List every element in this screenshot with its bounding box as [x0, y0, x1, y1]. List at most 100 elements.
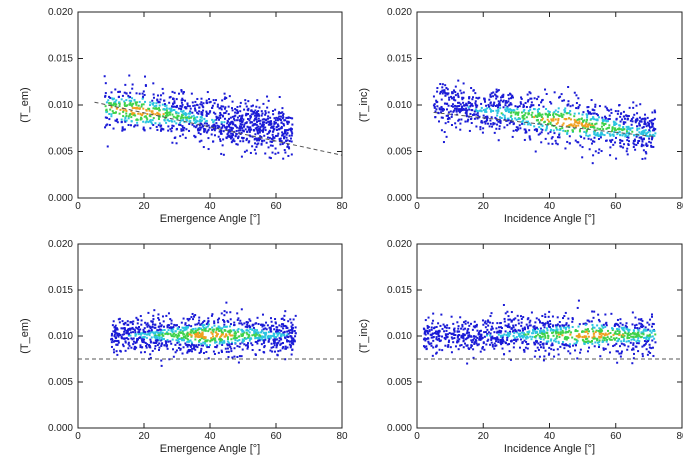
data-point [575, 107, 578, 110]
data-point [528, 91, 531, 94]
data-point [257, 337, 260, 340]
data-point [183, 106, 186, 109]
data-point [155, 107, 158, 110]
data-point [505, 100, 508, 103]
data-point [516, 331, 519, 334]
data-point [257, 117, 260, 120]
data-point [247, 107, 250, 110]
data-point [531, 332, 534, 335]
y-axis-label: (T_em) [19, 318, 31, 353]
data-point [247, 109, 250, 112]
data-point [548, 352, 551, 355]
data-point [571, 129, 574, 132]
data-point [105, 116, 108, 119]
data-point [110, 345, 113, 348]
data-point [113, 333, 116, 336]
data-point [157, 113, 160, 116]
data-point [131, 323, 134, 326]
data-point [526, 343, 529, 346]
data-point [602, 323, 605, 326]
data-point [485, 104, 488, 107]
data-point [184, 99, 187, 102]
data-point [238, 345, 241, 348]
data-point [591, 342, 594, 345]
data-point [516, 105, 519, 108]
data-point [544, 137, 547, 140]
data-point [277, 350, 280, 353]
data-point [168, 324, 171, 327]
data-point [225, 110, 228, 113]
data-point [212, 350, 215, 353]
data-point [168, 120, 171, 123]
data-point [434, 116, 437, 119]
data-point [629, 127, 632, 130]
data-point [488, 105, 491, 108]
data-point [183, 326, 186, 329]
data-point [453, 330, 456, 333]
data-point [250, 105, 253, 108]
data-point [637, 342, 640, 345]
data-point [527, 317, 530, 320]
data-point [239, 110, 242, 113]
data-point [478, 338, 481, 341]
data-point [276, 134, 279, 137]
data-point [157, 332, 160, 335]
data-point [558, 336, 561, 339]
data-point [586, 350, 589, 353]
data-point [166, 111, 169, 114]
data-point [604, 337, 607, 340]
data-point [159, 339, 162, 342]
data-point [166, 339, 169, 342]
data-point [226, 340, 229, 343]
data-point [255, 332, 258, 335]
data-point [533, 335, 536, 338]
data-point [512, 324, 515, 327]
data-point [553, 339, 556, 342]
data-point [244, 128, 247, 131]
data-point [576, 357, 579, 360]
data-point [294, 332, 297, 335]
data-point [652, 129, 655, 132]
data-point [524, 336, 527, 339]
data-point [180, 128, 183, 131]
data-point [586, 114, 589, 117]
data-point [284, 129, 287, 132]
data-point [254, 334, 257, 337]
data-point [122, 110, 125, 113]
data-point [634, 333, 637, 336]
data-point [124, 108, 127, 111]
data-point [572, 344, 575, 347]
data-point [196, 120, 199, 123]
data-point [137, 333, 140, 336]
data-point [456, 335, 459, 338]
data-point [457, 348, 460, 351]
data-point [140, 351, 143, 354]
data-point [458, 110, 461, 113]
data-point [534, 349, 537, 352]
data-point [190, 325, 193, 328]
data-point [424, 319, 427, 322]
data-point [246, 323, 249, 326]
data-point [506, 335, 509, 338]
data-point [435, 337, 438, 340]
data-point [593, 112, 596, 115]
data-point [262, 127, 265, 130]
data-point [480, 335, 483, 338]
data-point [469, 101, 472, 104]
data-point [530, 101, 533, 104]
data-point [561, 99, 564, 102]
data-point [594, 129, 597, 132]
data-point [603, 337, 606, 340]
data-point [248, 140, 251, 143]
data-point [485, 343, 488, 346]
data-point [184, 323, 187, 326]
data-point [190, 335, 193, 338]
data-point [628, 328, 631, 331]
data-point [499, 107, 502, 110]
data-point [478, 115, 481, 118]
data-point [152, 123, 155, 126]
data-point [586, 330, 589, 333]
data-point [194, 345, 197, 348]
data-point [604, 347, 607, 350]
data-point [213, 124, 216, 127]
